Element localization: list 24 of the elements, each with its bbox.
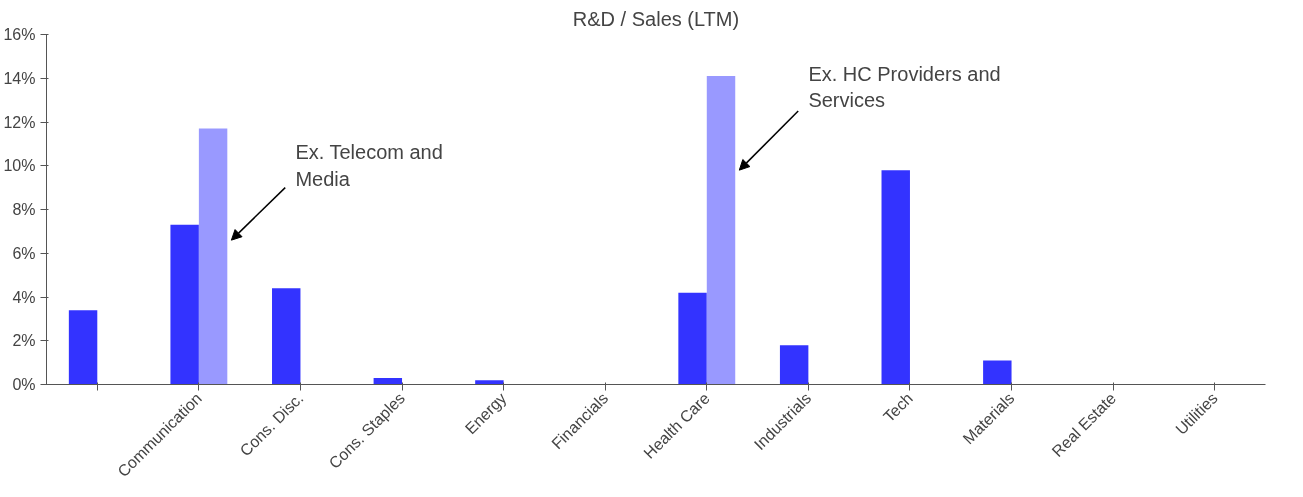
y-tick-label: 8% [12, 201, 36, 218]
y-tick-label: 16% [3, 26, 36, 43]
bar [678, 292, 707, 385]
y-tick-label: 6% [12, 244, 36, 262]
bar [983, 360, 1012, 385]
bar [272, 288, 301, 385]
bar [779, 345, 809, 385]
chart-title: R&D / Sales (LTM) [572, 7, 740, 30]
annotation: Ex. HC Providers and Services [808, 62, 1001, 112]
y-tick-label: 14% [3, 69, 36, 87]
y-tick-label: 2% [12, 332, 36, 350]
y-tick-label: 4% [12, 288, 36, 306]
bar [706, 76, 736, 385]
annotation: Ex. Telecom and Media [295, 141, 443, 190]
y-tick-label: 10% [3, 157, 36, 175]
bar [881, 170, 910, 385]
bar [373, 377, 403, 385]
bar [68, 310, 98, 385]
bar [170, 224, 199, 385]
y-tick-label: 12% [3, 113, 36, 131]
x-tick-label: Tech [880, 389, 916, 426]
y-tick-label: 0% [12, 376, 36, 393]
bar [198, 128, 228, 385]
bar [475, 380, 504, 385]
